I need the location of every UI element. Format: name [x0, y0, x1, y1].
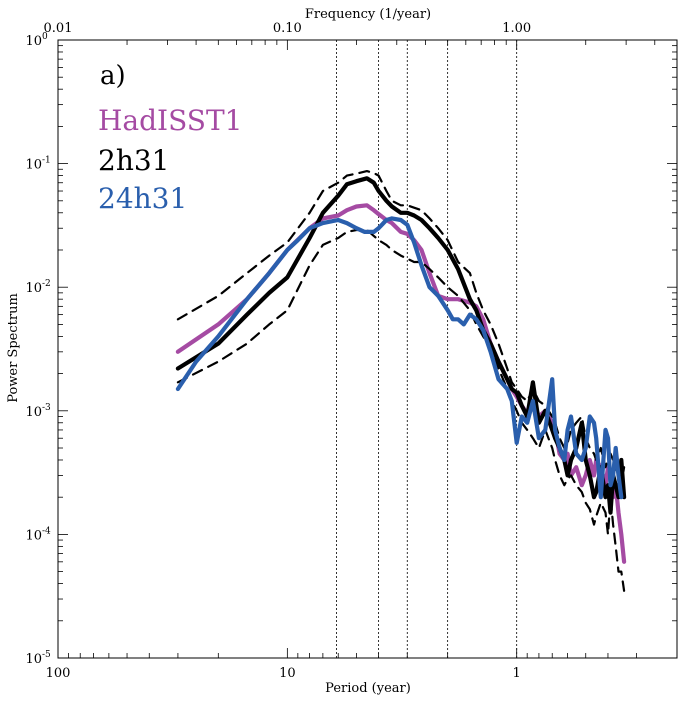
legend-entry-24h31: 24h31 [98, 182, 187, 215]
series-line-2h31-bound-upper [176, 170, 626, 487]
y-tick-exponent: -4 [42, 526, 51, 536]
y-tick-label: 10 [25, 405, 42, 420]
legend-entry-hadisst1: HadISST1 [98, 104, 242, 137]
top-tick-label: 1.00 [502, 21, 531, 36]
y-tick-label: 10 [25, 158, 42, 173]
y-tick-label: 10 [25, 281, 42, 296]
top-tick-label: 0.10 [273, 21, 302, 36]
top-tick-label: 0.01 [44, 21, 73, 36]
x-tick-label: 1 [513, 666, 521, 681]
y-tick-label: 10 [25, 652, 42, 667]
y-axis-title: Power Spectrum [6, 293, 21, 403]
axis-ticks [57, 39, 678, 659]
y-tick-exponent: 0 [42, 32, 48, 42]
series-line-2h31-bound-lower [176, 228, 626, 592]
plot-frame [57, 39, 678, 659]
x-tick-label: 10 [279, 666, 296, 681]
x-axis-title: Period (year) [325, 681, 411, 696]
series-line-hadisst1 [175, 203, 627, 564]
y-tick-label: 10 [25, 34, 42, 49]
reference-period-lines [336, 40, 518, 658]
panel-label: a) [100, 61, 126, 91]
y-tick-exponent: -2 [42, 279, 51, 289]
y-tick-label: 10 [25, 528, 42, 543]
y-tick-exponent: -3 [42, 403, 51, 413]
y-tick-exponent: -5 [42, 650, 51, 660]
top-axis-title: Frequency (1/year) [305, 7, 431, 22]
series-line-24h31 [175, 216, 624, 500]
legend-entry-2h31: 2h31 [98, 144, 169, 177]
y-tick-exponent: -1 [42, 156, 51, 166]
x-tick-label: 100 [46, 666, 71, 681]
series-line-2h31 [175, 176, 627, 515]
legend: HadISST1 2h31 24h31 [98, 104, 242, 215]
series-layer [175, 170, 627, 592]
